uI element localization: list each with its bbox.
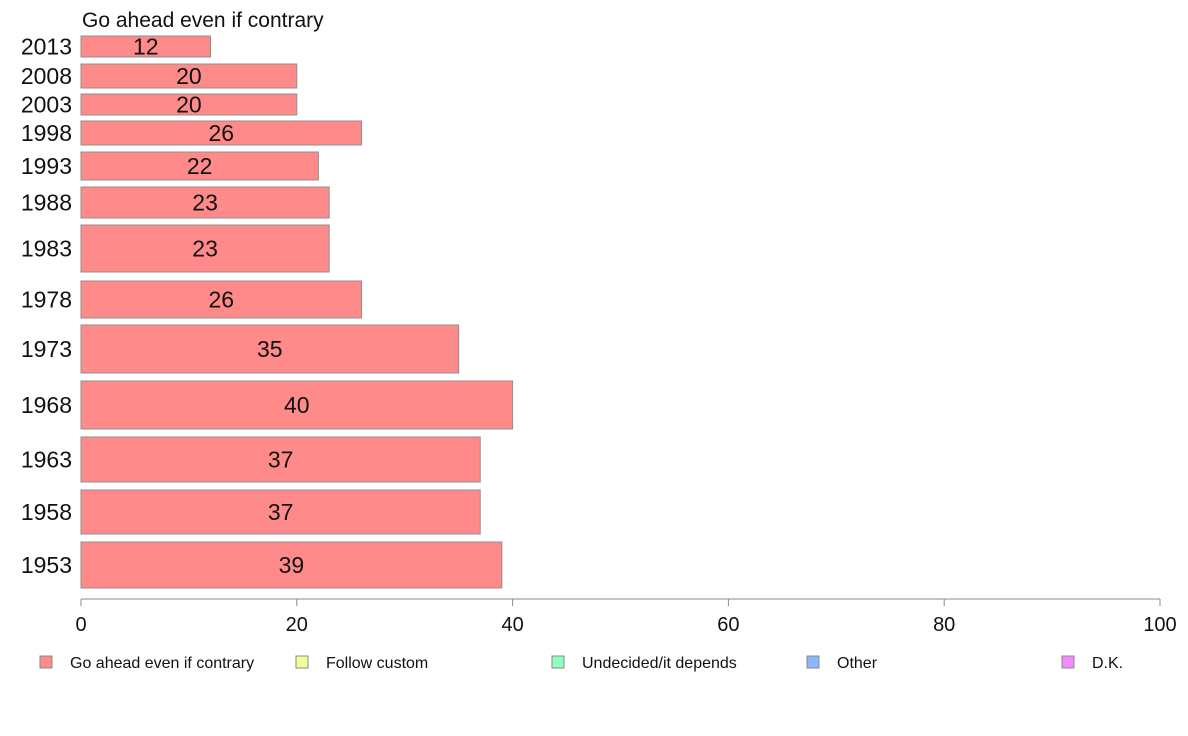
- value-label-1963: 37: [268, 447, 294, 473]
- category-label-1983: 1983: [21, 236, 72, 262]
- category-label-1973: 1973: [21, 336, 72, 362]
- x-tick-label-100: 100: [1143, 614, 1176, 636]
- legend-swatch-5: [1061, 655, 1075, 669]
- bar-1998: [80, 120, 363, 146]
- category-label-2003: 2003: [21, 92, 72, 118]
- x-tick-label-40: 40: [501, 614, 523, 636]
- category-label-1993: 1993: [21, 153, 72, 179]
- bar-1963: [80, 436, 481, 483]
- value-label-1953: 39: [279, 552, 305, 578]
- bar-1993: [80, 151, 319, 181]
- value-label-1998: 26: [208, 120, 234, 146]
- legend-label-1: Go ahead even if contrary: [70, 655, 254, 672]
- x-tick-label-80: 80: [933, 614, 955, 636]
- bar-1968: [80, 380, 514, 430]
- value-label-2003: 20: [176, 92, 202, 118]
- value-label-1968: 40: [284, 392, 310, 418]
- bar-2008: [80, 63, 298, 89]
- legend-swatch-2: [295, 655, 309, 669]
- legend: Go ahead even if contrary Follow custom Un…: [39, 655, 1123, 672]
- category-label-1978: 1978: [21, 287, 72, 313]
- legend-swatch-4: [806, 655, 820, 669]
- category-label-2013: 2013: [21, 34, 72, 60]
- category-label-1988: 1988: [21, 190, 72, 216]
- bar-1978: [80, 280, 363, 319]
- bar-1988: [80, 186, 330, 219]
- category-label-1958: 1958: [21, 499, 72, 525]
- bar-1953: [80, 541, 503, 589]
- value-label-1973: 35: [257, 336, 283, 362]
- value-label-1978: 26: [208, 287, 234, 313]
- legend-label-2: Follow custom: [326, 655, 428, 672]
- bar-1973: [80, 324, 460, 374]
- chart-title: Go ahead even if contrary: [82, 9, 324, 32]
- bar-1983: [80, 224, 330, 273]
- category-label-2008: 2008: [21, 63, 72, 89]
- legend-label-5: D.K.: [1092, 655, 1123, 672]
- value-label-2008: 20: [176, 63, 202, 89]
- legend-swatch-3: [551, 655, 565, 669]
- value-label-1993: 22: [187, 153, 213, 179]
- bar-2003: [80, 93, 298, 116]
- value-label-2013: 12: [133, 34, 159, 60]
- value-label-1983: 23: [192, 236, 218, 262]
- bars-layer: [80, 35, 514, 589]
- x-tick-label-0: 0: [75, 614, 86, 636]
- legend-label-3: Undecided/it depends: [582, 655, 737, 672]
- legend-label-4: Other: [837, 655, 878, 672]
- value-label-1958: 37: [268, 499, 294, 525]
- category-label-1963: 1963: [21, 447, 72, 473]
- category-label-1953: 1953: [21, 552, 72, 578]
- bar-2013: [80, 35, 211, 58]
- category-label-1968: 1968: [21, 392, 72, 418]
- category-label-1998: 1998: [21, 120, 72, 146]
- value-label-1988: 23: [192, 190, 218, 216]
- x-tick-label-20: 20: [286, 614, 308, 636]
- x-tick-label-60: 60: [717, 614, 739, 636]
- legend-swatch-1: [39, 655, 53, 669]
- x-axis: 0 20 40 60 80 100: [75, 598, 1177, 636]
- bar-1958: [80, 489, 481, 535]
